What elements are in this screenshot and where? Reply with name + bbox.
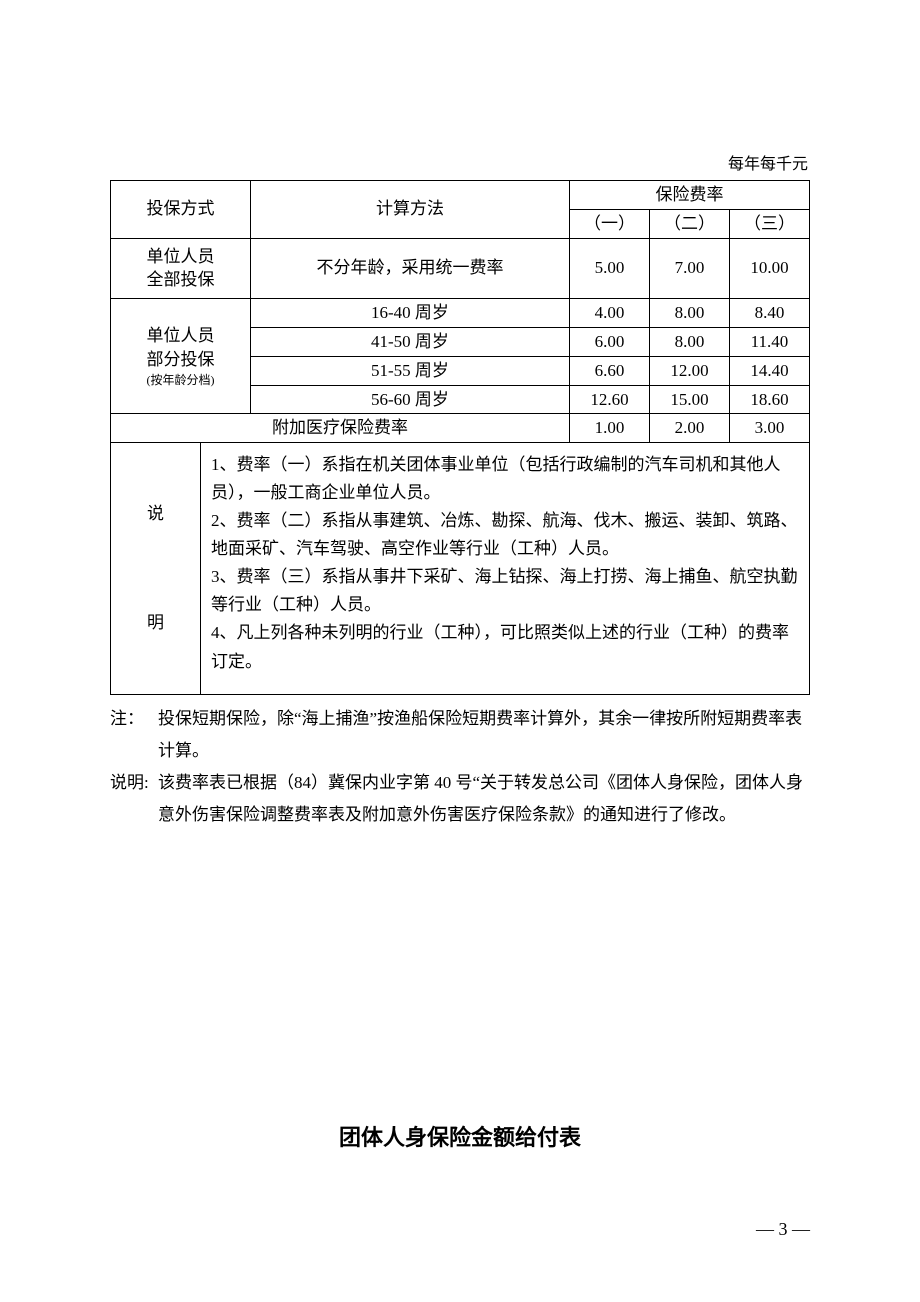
age-r1-3: 12.60 [569,385,649,414]
explain-p2: 2、费率（二）系指从事建筑、冶炼、勘探、航海、伐木、搬运、装卸、筑路、地面采矿、… [211,507,799,563]
note-2-label: 说明: [110,767,158,832]
age-r1-2: 6.60 [569,356,649,385]
row-partial-label: 单位人员 部分投保 (按年龄分档) [111,299,251,414]
medical-label: 附加医疗保险费率 [111,414,570,443]
note-2-text: 该费率表已根据（84）冀保内业字第 40 号“关于转发总公司《团体人身保险，团体… [158,767,810,832]
note-1-label: 注： [110,703,158,768]
page-number: — 3 — [756,1219,810,1240]
explain-p4: 4、凡上列各种未列明的行业（工种），可比照类似上述的行业（工种）的费率订定。 [211,619,799,675]
age-r2-1: 8.00 [649,327,729,356]
row-full-label-2: 全部投保 [147,270,215,289]
table-row: 说 明 1、费率（一）系指在机关团体事业单位（包括行政编制的汽车司机和其他人员）… [111,443,810,694]
row-full-r1: 5.00 [569,238,649,299]
age-r1-0: 4.00 [569,299,649,328]
table-row: 单位人员 全部投保 不分年龄，采用统一费率 5.00 7.00 10.00 [111,238,810,299]
row-partial-l3: (按年龄分档) [115,372,246,389]
age-r2-2: 12.00 [649,356,729,385]
explain-text: 1、费率（一）系指在机关团体事业单位（包括行政编制的汽车司机和其他人员），一般工… [201,443,810,694]
header-method: 投保方式 [111,181,251,239]
section-title: 团体人身保险金额给付表 [0,1120,920,1152]
header-calc: 计算方法 [251,181,570,239]
medical-r3: 3.00 [729,414,809,443]
table-row: 附加医疗保险费率 1.00 2.00 3.00 [111,414,810,443]
row-partial-l2: 部分投保 [147,350,215,369]
explain-label-bottom: 明 [147,613,164,632]
header-rate: 保险费率 [569,181,809,210]
age-r3-1: 11.40 [729,327,809,356]
age-calc-3: 56-60 周岁 [251,385,570,414]
explain-label-top: 说 [147,504,164,523]
row-partial-l1: 单位人员 [147,326,215,345]
header-rate-2: （二） [649,209,729,238]
medical-r2: 2.00 [649,414,729,443]
age-r1-1: 6.00 [569,327,649,356]
age-calc-1: 41-50 周岁 [251,327,570,356]
explain-p3: 3、费率（三）系指从事井下采矿、海上钻探、海上打捞、海上捕鱼、航空执勤等行业（工… [211,563,799,619]
note-1: 注： 投保短期保险，除“海上捕渔”按渔船保险短期费率计算外，其余一律按所附短期费… [110,703,810,768]
age-r2-0: 8.00 [649,299,729,328]
medical-r1: 1.00 [569,414,649,443]
rate-table: 投保方式 计算方法 保险费率 （一） （二） （三） 单位人员 全部投保 不分年… [110,180,810,695]
row-full-r3: 10.00 [729,238,809,299]
note-2: 说明: 该费率表已根据（84）冀保内业字第 40 号“关于转发总公司《团体人身保… [110,767,810,832]
age-calc-2: 51-55 周岁 [251,356,570,385]
notes-block: 注： 投保短期保险，除“海上捕渔”按渔船保险短期费率计算外，其余一律按所附短期费… [110,703,810,832]
row-full-label: 单位人员 全部投保 [111,238,251,299]
explain-label: 说 明 [111,443,201,694]
row-full-label-1: 单位人员 [147,247,215,266]
explain-p1: 1、费率（一）系指在机关团体事业单位（包括行政编制的汽车司机和其他人员），一般工… [211,451,799,507]
age-r3-2: 14.40 [729,356,809,385]
table-row: 单位人员 部分投保 (按年龄分档) 16-40 周岁 4.00 8.00 8.4… [111,299,810,328]
note-1-text: 投保短期保险，除“海上捕渔”按渔船保险短期费率计算外，其余一律按所附短期费率表计… [158,703,810,768]
row-full-calc: 不分年龄，采用统一费率 [251,238,570,299]
age-r3-0: 8.40 [729,299,809,328]
table-row: 投保方式 计算方法 保险费率 [111,181,810,210]
header-rate-3: （三） [729,209,809,238]
row-full-r2: 7.00 [649,238,729,299]
age-calc-0: 16-40 周岁 [251,299,570,328]
header-rate-1: （一） [569,209,649,238]
unit-label: 每年每千元 [110,150,810,174]
age-r3-3: 18.60 [729,385,809,414]
age-r2-3: 15.00 [649,385,729,414]
